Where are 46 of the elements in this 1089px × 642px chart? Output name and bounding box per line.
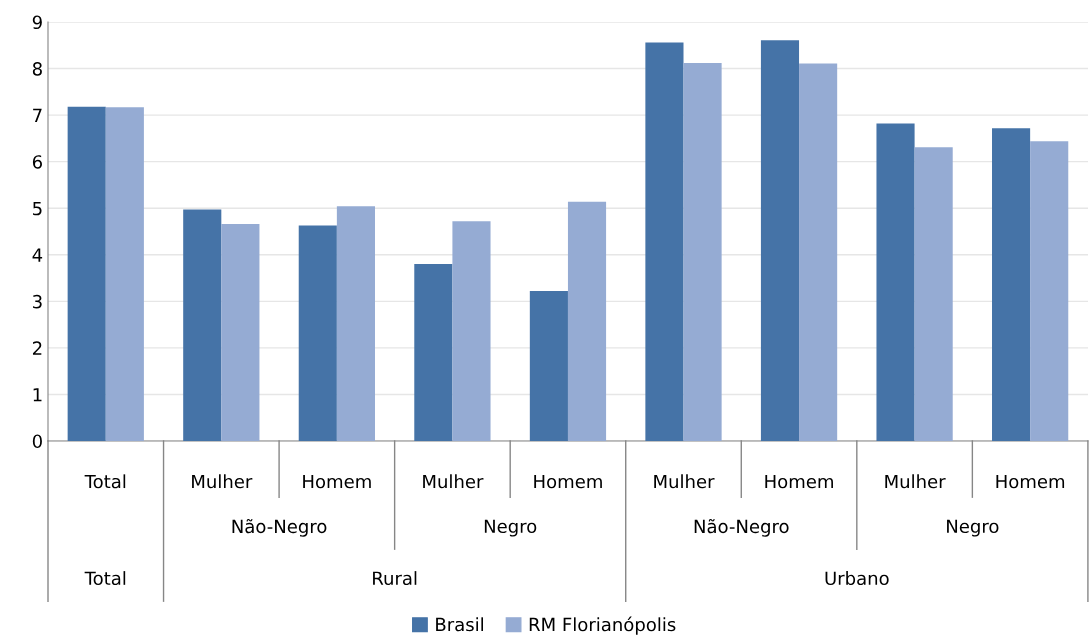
y-tick-label: 0 — [32, 434, 42, 449]
y-tick-label: 3 — [33, 294, 42, 309]
x-tick-label: Total — [84, 474, 126, 489]
text: Não-Negro — [694, 518, 789, 537]
y-tick-label: 9 — [32, 15, 42, 30]
y-tick-label: 6 — [32, 155, 42, 169]
bar — [67, 106, 106, 441]
bar — [760, 40, 800, 441]
bar — [914, 147, 953, 441]
x-tick-label: Homem — [996, 474, 1065, 489]
legend-label: Brasil — [436, 617, 483, 632]
y-tick-label: 2 — [32, 341, 42, 355]
bar — [414, 264, 453, 441]
text: Negro — [484, 519, 537, 537]
y-tick-label: 8 — [32, 62, 42, 76]
x-tick-label: Mulher — [654, 474, 715, 489]
x-tick-label: Homem — [765, 474, 833, 489]
x-tick-label: Homem — [534, 474, 602, 489]
bar — [452, 221, 491, 441]
bar — [683, 62, 722, 441]
x-tick-label: Mulher — [192, 474, 253, 489]
bar — [876, 123, 915, 441]
bar — [645, 42, 684, 441]
text: Total — [84, 571, 126, 586]
bar — [105, 107, 144, 441]
bar — [221, 224, 260, 441]
x-tick-label: Homem — [303, 474, 371, 489]
y-tick-label: 1 — [33, 388, 42, 402]
y-tick-label: 7 — [33, 108, 42, 122]
y-tick-label: 5 — [33, 201, 42, 216]
bar — [992, 128, 1031, 441]
x-tick-label: Mulher — [423, 474, 484, 489]
bar — [1030, 141, 1069, 441]
bar — [799, 63, 838, 441]
x-tick-label: Mulher — [885, 474, 946, 489]
bar — [336, 206, 375, 441]
text: Rural — [373, 571, 417, 586]
bar — [529, 291, 568, 441]
bar — [567, 201, 607, 441]
text: Não-Negro — [232, 518, 327, 537]
text: Negro — [947, 519, 999, 537]
bar — [183, 209, 222, 441]
y-tick-label: 4 — [32, 248, 43, 262]
legend-label: RM Florianópolis — [529, 616, 676, 635]
text: Urbano — [825, 571, 889, 586]
bar — [298, 225, 337, 441]
